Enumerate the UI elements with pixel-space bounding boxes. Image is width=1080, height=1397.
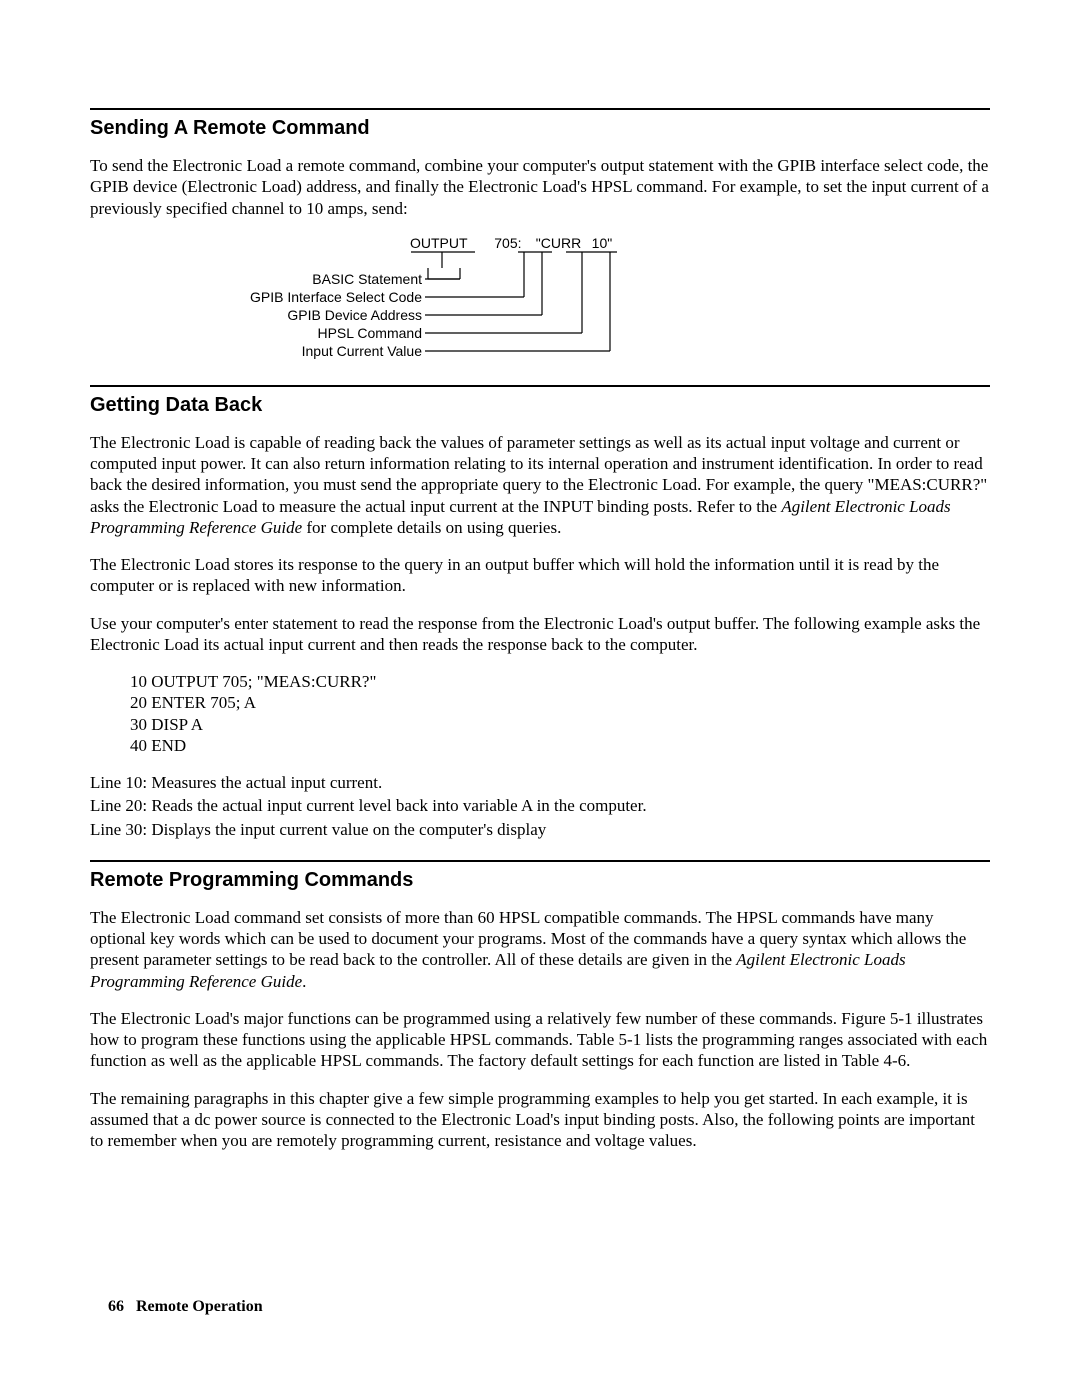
paragraph: The Electronic Load stores its response … [90, 554, 990, 597]
paragraph: The Electronic Load is capable of readin… [90, 432, 990, 538]
paragraph: The Electronic Load command set consists… [90, 907, 990, 992]
diagram-705: 705: [484, 235, 532, 253]
divider [90, 108, 990, 110]
page: Sending A Remote Command To send the Ele… [0, 0, 1080, 1397]
diagram-curr: "CURR [536, 235, 588, 253]
divider [90, 385, 990, 387]
paragraph: To send the Electronic Load a remote com… [90, 155, 990, 219]
diagram-label-basic: BASIC Statement [312, 271, 422, 289]
diagram-label-input-val: Input Current Value [302, 343, 422, 361]
line-desc: Line 20: Reads the actual input current … [90, 795, 990, 816]
page-footer: 66 Remote Operation [108, 1297, 263, 1317]
diagram-top: OUTPUT 705: "CURR 10" [410, 235, 620, 253]
footer-section: Remote Operation [136, 1298, 263, 1315]
code-line: 30 DISP A [130, 714, 990, 735]
code-line: 40 END [130, 735, 990, 756]
heading-sending-remote: Sending A Remote Command [90, 116, 990, 141]
paragraph: Use your computer's enter statement to r… [90, 613, 990, 656]
diagram-label-hpsl: HPSL Command [317, 325, 422, 343]
diagram-label-device-addr: GPIB Device Address [287, 307, 422, 325]
text: for complete details on using queries. [302, 518, 561, 537]
code-block: 10 OUTPUT 705; "MEAS:CURR?" 20 ENTER 705… [130, 671, 990, 756]
divider [90, 860, 990, 862]
heading-remote-prog: Remote Programming Commands [90, 868, 990, 893]
heading-getting-data: Getting Data Back [90, 393, 990, 418]
paragraph: The remaining paragraphs in this chapter… [90, 1088, 990, 1152]
diagram-label-select-code: GPIB Interface Select Code [250, 289, 422, 307]
code-line: 20 ENTER 705; A [130, 692, 990, 713]
text: . [302, 972, 306, 991]
line-desc: Line 10: Measures the actual input curre… [90, 772, 990, 793]
diagram-10: 10" [592, 235, 620, 253]
paragraph: The Electronic Load's major functions ca… [90, 1008, 990, 1072]
code-line: 10 OUTPUT 705; "MEAS:CURR?" [130, 671, 990, 692]
command-diagram: OUTPUT 705: "CURR 10" BASIC Statement GP… [260, 235, 820, 365]
line-desc: Line 30: Displays the input current valu… [90, 819, 990, 840]
diagram-output: OUTPUT [410, 235, 480, 253]
page-number: 66 [108, 1298, 124, 1315]
